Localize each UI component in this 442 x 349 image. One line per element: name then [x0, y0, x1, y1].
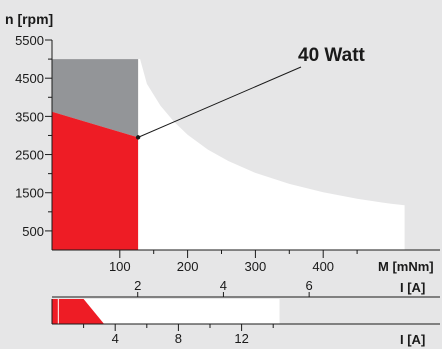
operating-regions [52, 59, 405, 250]
gray-region [52, 59, 139, 138]
y-tick-label: 5500 [15, 33, 44, 48]
current-bar-chart: 4 8 12 I [A] [51, 299, 440, 347]
secondary-x-tick-label: 4 [220, 278, 227, 293]
y-axis: 500 1500 2500 3500 4500 5500 [15, 33, 53, 250]
current-bar-tick-label: 4 [112, 331, 119, 346]
x-tick-label: 300 [245, 259, 267, 274]
x-axis-label: M [mNm] [378, 259, 434, 274]
annotation: 40 Watt [135, 45, 366, 140]
secondary-x-tick-label: 2 [134, 278, 141, 293]
x-tick-label: 200 [177, 259, 199, 274]
annotation-point [135, 135, 141, 140]
y-axis-label: n [rpm] [5, 11, 53, 27]
white-region [138, 59, 405, 250]
red-region [52, 111, 139, 250]
y-tick-label: 2500 [15, 148, 44, 163]
current-bar-tick-label: 12 [234, 331, 248, 346]
y-tick-label: 500 [22, 224, 44, 239]
annotation-label: 40 Watt [298, 45, 366, 66]
secondary-x-axis-label: I [A] [400, 280, 425, 295]
current-bar-tick-label: 8 [175, 331, 182, 346]
current-bar-red-region [52, 299, 105, 324]
annotation-leader-line [137, 66, 302, 138]
x-tick-label: 400 [312, 259, 334, 274]
y-tick-label: 3500 [15, 109, 44, 124]
current-bar-body [51, 299, 280, 324]
y-tick-label: 1500 [15, 186, 44, 201]
secondary-x-tick-label: 6 [306, 278, 313, 293]
current-bar-axis-label: I [A] [400, 332, 425, 347]
y-tick-label: 4500 [15, 71, 44, 86]
x-axis: 100 200 300 400 2 4 6 [52, 249, 440, 298]
current-bar-axis: 4 8 12 [52, 323, 440, 346]
x-tick-label: 100 [109, 259, 131, 274]
